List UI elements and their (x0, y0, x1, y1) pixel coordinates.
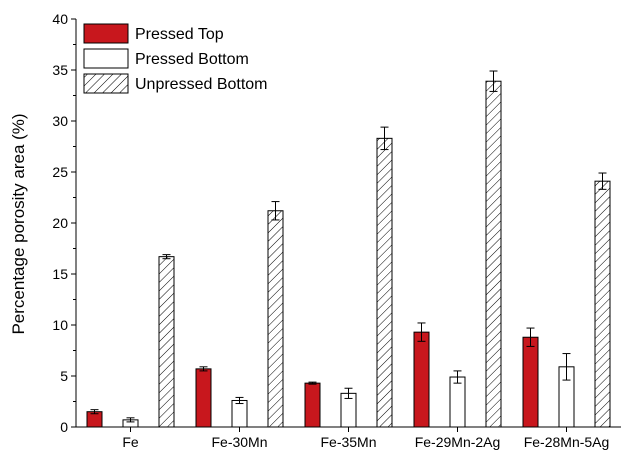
y-tick-label: 10 (52, 317, 68, 333)
y-tick-label: 5 (60, 368, 68, 384)
bar-unpressed-bottom (376, 137, 393, 428)
y-tick-label: 25 (52, 164, 68, 180)
bar-pressed-bottom (449, 376, 466, 428)
bar-pressed-top (413, 331, 430, 428)
x-tick-label: Fe-29Mn-2Ag (415, 434, 501, 450)
bar-unpressed-bottom (267, 210, 284, 428)
bar-pressed-top (522, 336, 539, 428)
axes: 0 5 10 15 20 25 30 35 40 Fe Fe-30Mn Fe-35Mn Fe-29Mn-… (52, 11, 621, 450)
x-tick-label: Fe (122, 434, 139, 450)
y-tick-label: 30 (52, 113, 68, 129)
bar-unpressed-bottom (485, 80, 502, 428)
x-tick-label: Fe-35Mn (320, 434, 376, 450)
y-axis-title: Percentage porosity area (%) (9, 113, 28, 334)
bar-unpressed-bottom (158, 256, 175, 428)
bar-pressed-top (195, 368, 212, 428)
bar-pressed-top (304, 382, 321, 428)
y-tick-label: 0 (60, 419, 68, 435)
x-tick-label: Fe-30Mn (211, 434, 267, 450)
y-tick-label: 15 (52, 266, 68, 282)
legend-swatch (83, 23, 129, 44)
y-tick-label: 35 (52, 62, 68, 78)
legend-label: Pressed Bottom (135, 51, 249, 68)
legend-swatch (83, 48, 129, 69)
legend-label: Pressed Top (135, 26, 224, 43)
bar-unpressed-bottom (594, 180, 611, 428)
legend-swatch (83, 73, 129, 94)
x-tick-label: Fe-28Mn-5Ag (524, 434, 610, 450)
legend-label: Unpressed Bottom (135, 76, 268, 93)
y-tick-label: 20 (52, 215, 68, 231)
legend: Pressed Top Pressed Bottom Unpressed Botto… (83, 23, 268, 94)
bar-pressed-bottom (231, 399, 248, 428)
y-tick-label: 40 (52, 11, 68, 27)
bars (86, 70, 611, 428)
